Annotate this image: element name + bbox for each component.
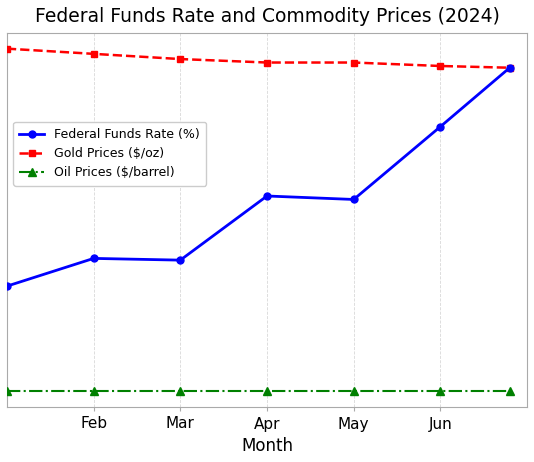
Oil Prices ($/barrel) <box>177 388 184 394</box>
Gold Prices ($/oz) <box>437 63 444 69</box>
Legend: Federal Funds Rate (%), Gold Prices ($/oz), Oil Prices ($/barrel): Federal Funds Rate (%), Gold Prices ($/o… <box>13 122 207 186</box>
Oil Prices ($/barrel) <box>350 388 357 394</box>
Oil Prices ($/barrel) <box>264 388 270 394</box>
X-axis label: Month: Month <box>241 437 293 455</box>
Line: Oil Prices ($/barrel): Oil Prices ($/barrel) <box>3 387 514 395</box>
Oil Prices ($/barrel) <box>507 388 513 394</box>
Federal Funds Rate (%) <box>264 193 270 199</box>
Federal Funds Rate (%) <box>350 197 357 202</box>
Gold Prices ($/oz) <box>4 46 10 51</box>
Gold Prices ($/oz) <box>507 65 513 71</box>
Title: Federal Funds Rate and Commodity Prices (2024): Federal Funds Rate and Commodity Prices … <box>35 7 499 26</box>
Line: Federal Funds Rate (%): Federal Funds Rate (%) <box>4 64 513 290</box>
Federal Funds Rate (%) <box>177 257 184 263</box>
Federal Funds Rate (%) <box>4 283 10 289</box>
Oil Prices ($/barrel) <box>437 388 444 394</box>
Gold Prices ($/oz) <box>177 56 184 62</box>
Oil Prices ($/barrel) <box>4 388 10 394</box>
Oil Prices ($/barrel) <box>90 388 97 394</box>
Line: Gold Prices ($/oz): Gold Prices ($/oz) <box>4 45 513 71</box>
Federal Funds Rate (%) <box>90 255 97 261</box>
Federal Funds Rate (%) <box>437 124 444 129</box>
Gold Prices ($/oz) <box>350 60 357 65</box>
Federal Funds Rate (%) <box>507 65 513 71</box>
Gold Prices ($/oz) <box>90 51 97 57</box>
Gold Prices ($/oz) <box>264 60 270 65</box>
